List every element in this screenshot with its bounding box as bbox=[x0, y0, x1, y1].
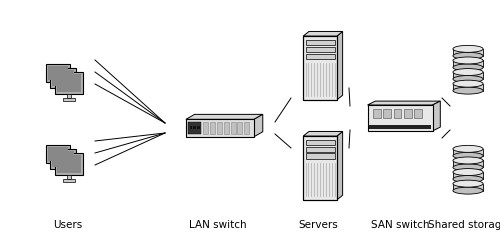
Bar bbox=[62, 88, 64, 91]
Polygon shape bbox=[337, 131, 342, 200]
Polygon shape bbox=[337, 31, 342, 100]
Bar bbox=[453, 184, 483, 191]
Text: Shared storage: Shared storage bbox=[428, 220, 500, 230]
Bar bbox=[68, 94, 71, 98]
Bar bbox=[372, 109, 380, 118]
Bar bbox=[370, 124, 430, 129]
Polygon shape bbox=[432, 101, 440, 131]
Polygon shape bbox=[303, 131, 343, 136]
Bar bbox=[57, 155, 81, 173]
Bar bbox=[58, 172, 68, 175]
Bar bbox=[53, 85, 63, 88]
Bar bbox=[63, 179, 75, 182]
Ellipse shape bbox=[453, 75, 483, 82]
Ellipse shape bbox=[453, 87, 483, 94]
Bar bbox=[204, 122, 208, 134]
Bar bbox=[306, 147, 334, 152]
Bar bbox=[217, 122, 222, 134]
Bar bbox=[190, 126, 192, 129]
Ellipse shape bbox=[453, 187, 483, 194]
Ellipse shape bbox=[453, 64, 483, 71]
Bar bbox=[58, 91, 68, 94]
Bar bbox=[306, 47, 334, 52]
Bar bbox=[55, 153, 84, 175]
Bar bbox=[453, 49, 483, 56]
Text: Users: Users bbox=[54, 220, 82, 230]
Ellipse shape bbox=[453, 180, 483, 187]
Bar bbox=[188, 122, 201, 134]
Bar bbox=[306, 40, 334, 45]
Bar bbox=[50, 68, 76, 88]
Bar bbox=[52, 151, 74, 167]
Bar bbox=[57, 74, 81, 92]
Bar bbox=[63, 98, 75, 101]
Ellipse shape bbox=[453, 157, 483, 164]
Ellipse shape bbox=[453, 52, 483, 59]
Bar bbox=[414, 109, 422, 118]
Bar bbox=[53, 166, 63, 169]
Bar bbox=[56, 163, 59, 166]
Bar bbox=[306, 54, 334, 59]
Bar bbox=[50, 149, 76, 169]
Ellipse shape bbox=[453, 145, 483, 152]
Bar bbox=[186, 119, 254, 137]
Ellipse shape bbox=[453, 57, 483, 64]
Bar bbox=[238, 122, 242, 134]
Text: Servers: Servers bbox=[298, 220, 338, 230]
Bar bbox=[230, 122, 235, 134]
Bar bbox=[453, 84, 483, 91]
Polygon shape bbox=[303, 31, 343, 36]
Bar bbox=[194, 126, 196, 129]
Polygon shape bbox=[368, 101, 440, 105]
Ellipse shape bbox=[453, 152, 483, 159]
Bar bbox=[394, 109, 402, 118]
Bar bbox=[303, 36, 337, 100]
Bar bbox=[453, 149, 483, 156]
Bar bbox=[404, 109, 411, 118]
Polygon shape bbox=[254, 114, 263, 137]
Text: LAN switch: LAN switch bbox=[189, 220, 247, 230]
Bar bbox=[453, 60, 483, 67]
Bar bbox=[52, 70, 74, 86]
Bar bbox=[368, 105, 432, 131]
Bar bbox=[453, 72, 483, 79]
Bar bbox=[303, 36, 337, 100]
Bar bbox=[383, 109, 391, 118]
Ellipse shape bbox=[453, 169, 483, 175]
Bar bbox=[48, 66, 68, 80]
Ellipse shape bbox=[453, 45, 483, 52]
Bar bbox=[303, 136, 337, 200]
Bar bbox=[303, 136, 337, 200]
Ellipse shape bbox=[453, 69, 483, 75]
Bar bbox=[306, 154, 334, 159]
Bar bbox=[453, 161, 483, 168]
Bar bbox=[306, 140, 334, 145]
Bar bbox=[244, 122, 249, 134]
Bar bbox=[46, 64, 70, 82]
Bar bbox=[224, 122, 228, 134]
Bar bbox=[56, 82, 59, 85]
Bar bbox=[55, 72, 84, 94]
Text: SAN switch: SAN switch bbox=[371, 220, 429, 230]
Bar bbox=[197, 126, 200, 129]
Bar bbox=[68, 175, 71, 179]
Ellipse shape bbox=[453, 80, 483, 87]
Bar bbox=[48, 147, 68, 161]
Bar bbox=[46, 145, 70, 163]
Ellipse shape bbox=[453, 164, 483, 171]
Bar bbox=[453, 172, 483, 179]
Ellipse shape bbox=[453, 175, 483, 182]
Polygon shape bbox=[186, 114, 263, 119]
Bar bbox=[62, 169, 64, 172]
Bar bbox=[210, 122, 215, 134]
